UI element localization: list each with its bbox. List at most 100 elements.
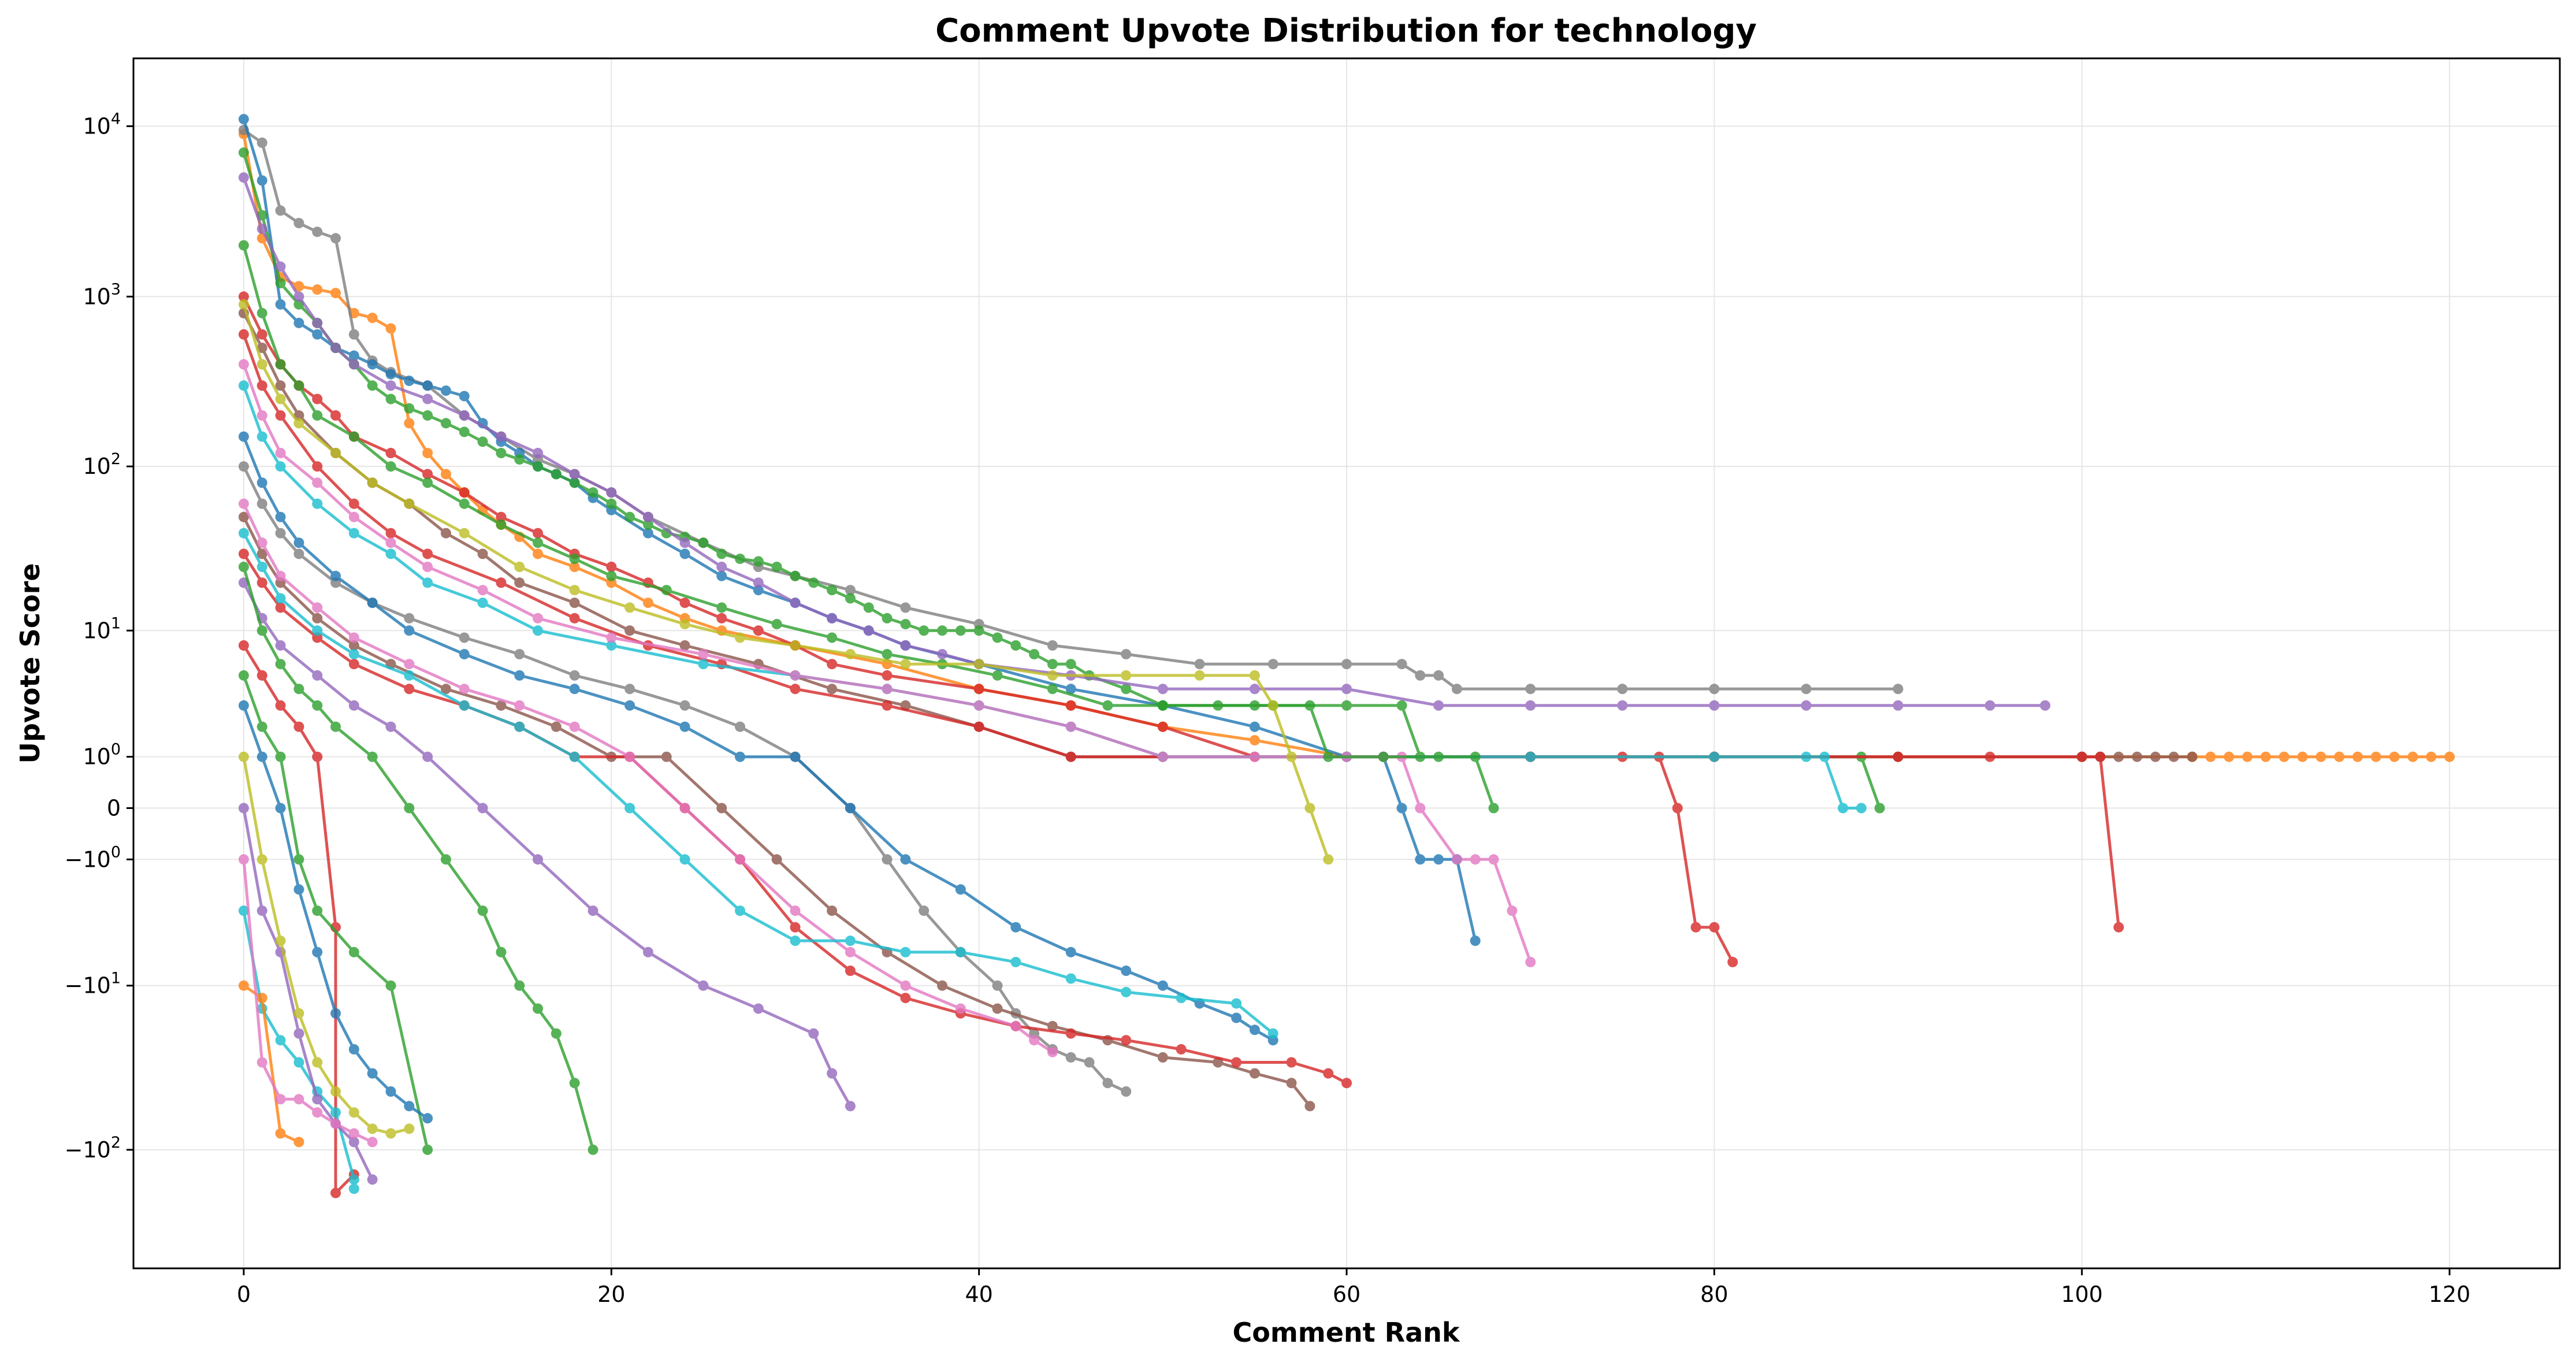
- data-point: [312, 613, 323, 623]
- data-point: [348, 640, 359, 651]
- data-point: [275, 593, 286, 604]
- data-point: [1433, 854, 1444, 865]
- data-point: [514, 649, 525, 660]
- data-point: [312, 461, 323, 472]
- series-line: [242, 566, 594, 1150]
- series: [238, 905, 359, 1194]
- data-point: [275, 380, 286, 391]
- data-point: [275, 700, 286, 711]
- data-point: [496, 431, 507, 442]
- data-point: [275, 448, 286, 458]
- data-point: [1984, 700, 1995, 711]
- data-point: [385, 980, 396, 991]
- data-point: [679, 803, 690, 814]
- data-point: [348, 359, 359, 370]
- data-point: [1801, 684, 1812, 695]
- data-point: [845, 946, 856, 957]
- data-point: [2150, 751, 2161, 762]
- data-point: [955, 884, 966, 895]
- data-point: [422, 380, 433, 391]
- data-point: [1617, 700, 1628, 711]
- data-point: [698, 537, 709, 548]
- data-point: [882, 684, 893, 695]
- y-tick-label: 102: [83, 450, 121, 479]
- data-point: [514, 700, 525, 711]
- data-point: [514, 721, 525, 732]
- data-point: [404, 1123, 415, 1134]
- data-point: [238, 670, 249, 681]
- data-point: [735, 854, 745, 865]
- data-point: [257, 562, 267, 572]
- data-point: [827, 632, 838, 643]
- data-point: [404, 659, 415, 670]
- data-point: [257, 905, 267, 916]
- series: [238, 431, 1278, 1046]
- data-point: [1047, 670, 1058, 681]
- data-point: [330, 288, 341, 299]
- data-point: [367, 477, 378, 488]
- data-point: [569, 469, 580, 480]
- data-point: [1157, 700, 1168, 711]
- series: [238, 307, 2198, 762]
- data-point: [533, 448, 543, 458]
- data-point: [661, 751, 672, 762]
- data-point: [275, 803, 286, 814]
- series-line: [242, 466, 1127, 1093]
- x-tick-label: 20: [597, 1282, 625, 1307]
- data-point: [900, 619, 911, 630]
- data-point: [293, 548, 304, 559]
- data-point: [348, 632, 359, 643]
- data-point: [679, 721, 690, 732]
- data-point: [1801, 700, 1812, 711]
- data-point: [275, 261, 286, 272]
- data-point: [716, 613, 727, 623]
- data-point: [551, 1028, 562, 1039]
- data-point: [367, 380, 378, 391]
- data-point: [1286, 1057, 1297, 1068]
- data-point: [1819, 751, 1830, 762]
- data-point: [1709, 751, 1720, 762]
- data-point: [312, 602, 323, 613]
- data-point: [1525, 700, 1536, 711]
- data-point: [569, 597, 580, 608]
- series: [238, 577, 856, 1112]
- data-point: [257, 537, 267, 548]
- series-line: [243, 128, 1898, 691]
- data-point: [1451, 854, 1462, 865]
- data-point: [1047, 1020, 1058, 1031]
- data-point: [845, 593, 856, 604]
- data-point: [238, 114, 249, 125]
- series-line: [242, 118, 1477, 941]
- data-point: [1286, 1078, 1297, 1089]
- data-point: [588, 905, 599, 916]
- data-point: [257, 431, 267, 442]
- data-point: [238, 172, 249, 183]
- y-tick-label: −101: [65, 970, 121, 998]
- data-point: [716, 602, 727, 613]
- data-point: [937, 649, 947, 660]
- data-point: [257, 138, 267, 148]
- data-point: [625, 803, 635, 814]
- data-point: [422, 477, 433, 488]
- data-point: [992, 980, 1003, 991]
- data-point: [312, 625, 323, 636]
- data-point: [1249, 1024, 1260, 1035]
- data-point: [642, 519, 653, 530]
- data-point: [900, 854, 911, 865]
- data-point: [312, 1094, 323, 1105]
- data-point: [642, 597, 653, 608]
- series: [238, 854, 378, 1148]
- series-line: [242, 177, 2046, 707]
- y-axis-label: Upvote Score: [14, 563, 46, 764]
- data-point: [330, 1118, 341, 1129]
- data-point: [1047, 659, 1058, 670]
- data-point: [257, 343, 267, 353]
- data-point: [1323, 854, 1334, 865]
- data-point: [422, 394, 433, 404]
- data-point: [330, 570, 341, 581]
- data-point: [257, 993, 267, 1004]
- data-point: [275, 511, 286, 522]
- data-point: [1304, 1101, 1315, 1112]
- data-point: [533, 537, 543, 548]
- data-point: [404, 625, 415, 636]
